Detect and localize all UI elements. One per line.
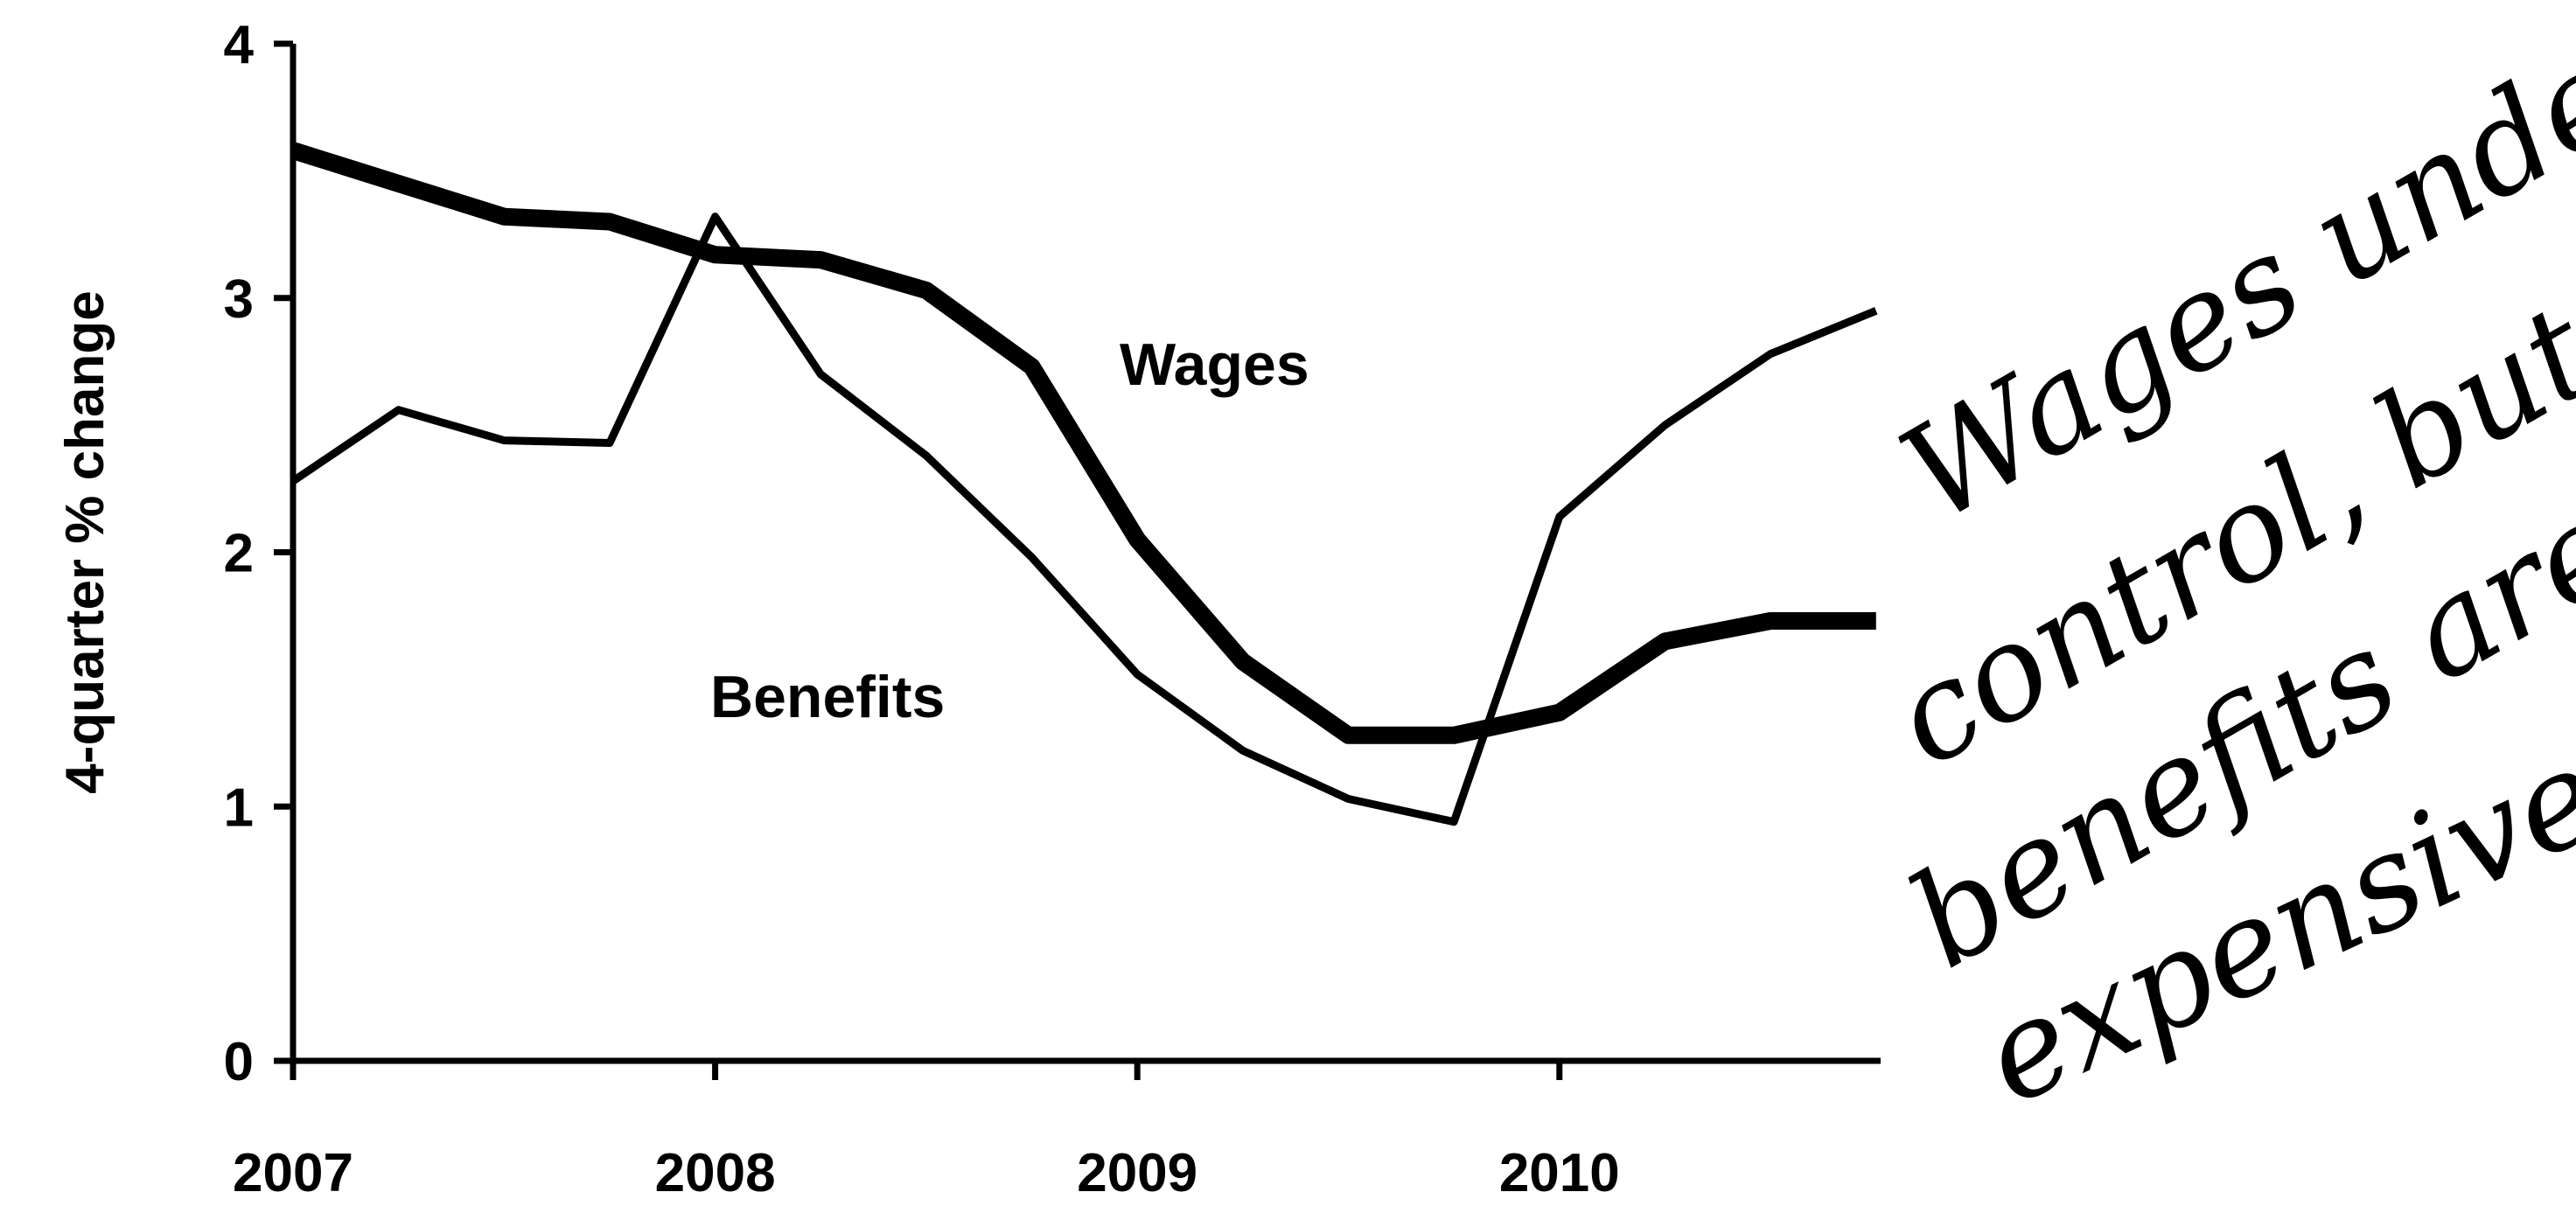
y-tick-label: 2 (224, 524, 254, 584)
y-tick-label: 3 (224, 269, 254, 330)
series-line-benefits (290, 213, 1878, 826)
x-tick-label: 2008 (655, 1143, 776, 1203)
axes (290, 44, 1881, 1064)
y-axis-title: 4-quarter % change (55, 290, 115, 793)
y-tick-label: 1 (224, 777, 254, 838)
x-tick-label: 2007 (233, 1143, 353, 1203)
y-tick-label: 0 (224, 1032, 254, 1092)
x-tick-label: 2010 (1499, 1143, 1620, 1203)
handwritten-annotation: Wages under control, but benefits are ex… (1868, 0, 2576, 1135)
series-label-benefits: Benefits (710, 664, 945, 730)
series-line-wages (290, 142, 1876, 744)
series (290, 142, 1878, 826)
y-tick-label: 4 (224, 15, 255, 75)
ticks: 0 1 2 3 4 2007 2008 2009 2010 (224, 15, 1620, 1203)
x-tick-label: 2009 (1077, 1143, 1197, 1203)
series-label-wages: Wages (1120, 331, 1309, 398)
